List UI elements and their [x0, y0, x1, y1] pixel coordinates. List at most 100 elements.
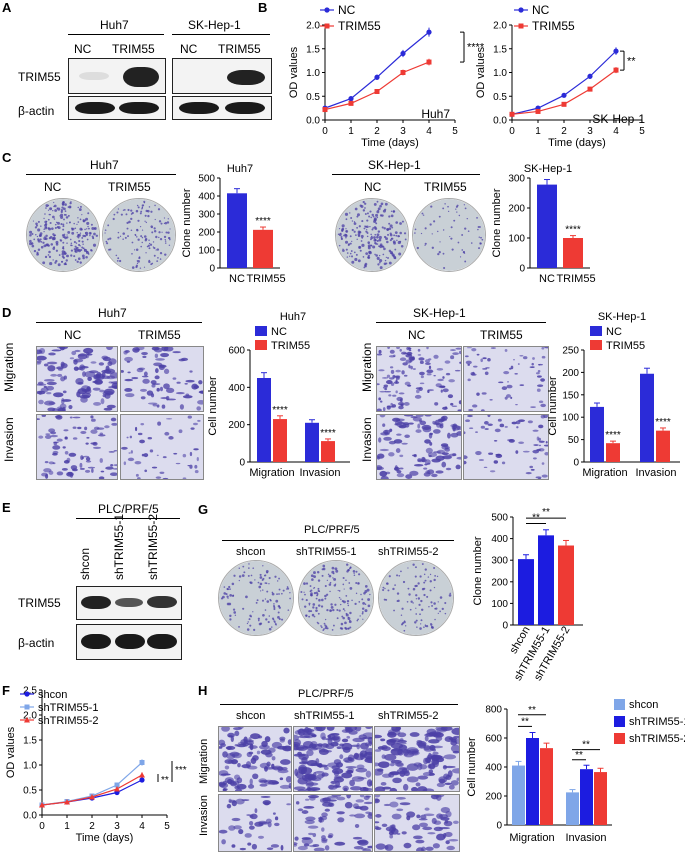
cell	[395, 727, 402, 731]
cell	[402, 362, 408, 366]
colony	[122, 238, 124, 240]
colony	[124, 236, 127, 239]
cell	[378, 437, 382, 443]
x-tick-label: 0	[39, 821, 45, 832]
cell	[378, 369, 385, 372]
cell	[306, 777, 317, 781]
colony	[376, 216, 379, 219]
cell	[442, 376, 445, 379]
cell	[444, 782, 452, 786]
cell-texture	[375, 727, 459, 791]
cell	[395, 377, 400, 380]
colony	[400, 570, 402, 573]
cell	[274, 822, 280, 827]
colony	[145, 252, 147, 254]
colony	[168, 237, 171, 240]
cell	[336, 796, 346, 801]
colony	[81, 254, 85, 258]
cell	[236, 743, 247, 748]
colony	[145, 209, 148, 213]
cell	[321, 827, 325, 832]
legend-label: shTRIM55-1	[629, 716, 685, 728]
colony	[53, 201, 55, 204]
colony	[316, 571, 320, 574]
cell	[331, 768, 344, 775]
colony	[40, 241, 43, 243]
cell	[494, 428, 501, 433]
colony	[366, 228, 368, 231]
cell	[448, 784, 455, 790]
colony	[369, 210, 372, 213]
y-tick-label: 0.0	[306, 116, 320, 127]
colony	[115, 254, 118, 257]
colony	[304, 605, 307, 608]
cell	[423, 472, 431, 477]
colony	[70, 242, 73, 245]
colony	[123, 208, 126, 211]
cell	[540, 378, 545, 382]
colony	[400, 623, 404, 626]
cell	[62, 446, 66, 449]
colony	[33, 238, 36, 241]
e-lane-shcon: shcon	[78, 547, 92, 580]
colony	[355, 253, 358, 256]
colony	[355, 582, 358, 585]
colony	[388, 261, 392, 265]
colony	[375, 254, 378, 257]
colony	[153, 254, 156, 257]
cell	[427, 832, 436, 835]
cell	[498, 381, 504, 384]
colony	[380, 202, 384, 206]
cell	[464, 455, 468, 460]
colony	[331, 566, 335, 570]
colony	[359, 615, 361, 617]
cell	[310, 762, 321, 767]
colony	[261, 578, 264, 581]
colony	[35, 222, 38, 226]
cell	[396, 396, 403, 402]
colony	[158, 220, 162, 223]
cell-texture	[294, 727, 372, 791]
colony	[404, 625, 407, 627]
cell	[99, 458, 103, 463]
cell	[48, 352, 56, 356]
colony	[313, 615, 316, 618]
colony	[390, 214, 394, 218]
colony	[335, 569, 339, 573]
cell	[445, 467, 452, 471]
cell	[406, 776, 419, 783]
colony	[336, 617, 339, 620]
cell	[493, 439, 498, 442]
h-lane-shcon: shcon	[236, 710, 266, 722]
cell	[185, 379, 195, 383]
cell	[396, 473, 405, 478]
colony	[329, 590, 331, 593]
cell	[442, 406, 448, 410]
colony	[310, 610, 313, 613]
cell-texture	[464, 415, 548, 479]
cell	[141, 351, 148, 356]
cell	[333, 775, 343, 779]
legend-swatch	[590, 326, 602, 336]
colony	[264, 609, 267, 611]
dish-bg	[219, 561, 293, 635]
cell	[161, 347, 169, 352]
colony	[126, 227, 129, 230]
colony	[366, 235, 369, 238]
cell	[259, 783, 268, 787]
cell	[424, 463, 428, 466]
colony	[308, 602, 311, 605]
cell	[197, 419, 201, 422]
cell	[175, 392, 185, 395]
colony	[367, 241, 371, 244]
colony	[29, 239, 32, 243]
colony	[77, 217, 79, 219]
colony	[328, 574, 332, 578]
legend-label: shcon	[629, 699, 658, 711]
cell	[399, 357, 407, 362]
cell	[69, 416, 73, 419]
cell	[483, 421, 489, 425]
cell	[436, 833, 446, 841]
cell	[252, 773, 259, 780]
colony	[73, 240, 76, 244]
